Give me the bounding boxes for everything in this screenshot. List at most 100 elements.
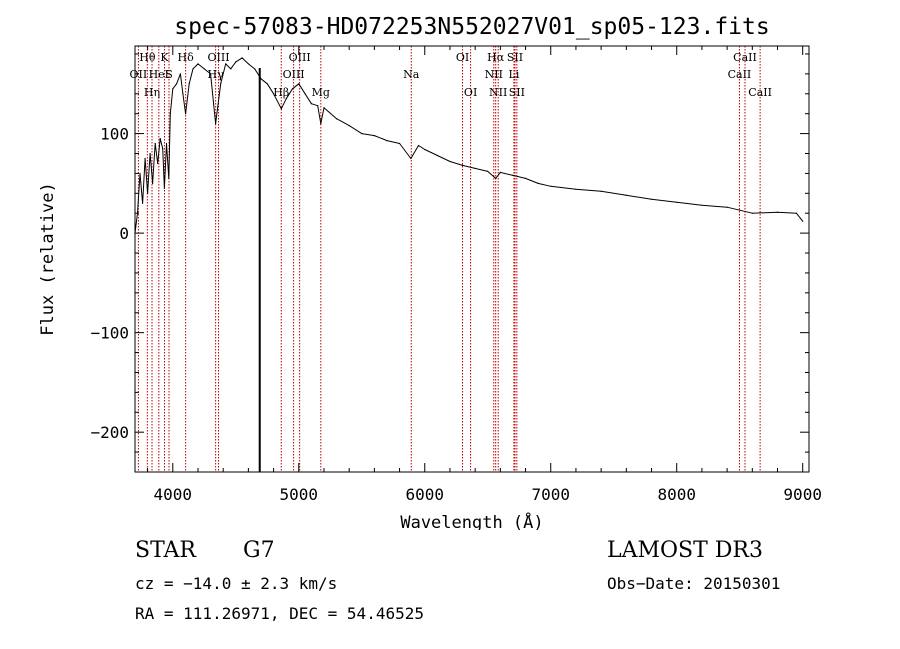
spectrum-point (247, 63, 249, 65)
y-axis: −200 −100 0 100 (90, 53, 809, 453)
emission-line-label: OI (464, 86, 477, 99)
redshift-value: cz = −14.0 ± 2.3 km/s (135, 574, 338, 593)
y-tick-label: −200 (90, 423, 129, 442)
emission-line-label: Hη (144, 86, 160, 99)
emission-line-labels: Hθ OII K HeI Hη Hδ S OIII Hγ Hβ OIII OIII Mg Na OI OI Hα… (130, 51, 772, 99)
emission-line-label: CaII (733, 51, 757, 64)
emission-lines-layer (137, 46, 761, 472)
spectrum-point (142, 202, 144, 204)
emission-line-label: Hδ (178, 51, 195, 64)
spectrum-point (386, 140, 388, 142)
spectrum-point (436, 154, 438, 157)
chart-title: spec-57083-HD072253N552027V01_sp05-123.f… (174, 14, 769, 40)
emission-line-label: CaII (748, 86, 772, 99)
spectrum-chart: spec-57083-HD072253N552027V01_sp05-123.f… (38, 14, 822, 530)
spectrum-point (373, 135, 375, 137)
spectrum-point (462, 164, 464, 166)
spectrum-point (197, 63, 199, 65)
spectrum-point (169, 113, 171, 115)
emission-line-label: Hθ (139, 51, 156, 64)
spectrum-point (280, 108, 282, 110)
spectrum-point (676, 201, 678, 203)
spectrum-point (726, 206, 728, 208)
spectrum-point (410, 157, 412, 160)
emission-line-label: CaII (728, 68, 752, 81)
spectrum-point (550, 185, 552, 187)
spectrum-point (147, 192, 149, 194)
series-layer (134, 57, 804, 234)
spectrum-point (487, 170, 489, 172)
spectrum-point (215, 123, 217, 125)
spectrum-point (336, 118, 338, 120)
spectrum-point (149, 152, 151, 155)
spectrum-point (163, 187, 165, 189)
emission-line-label: HeI (149, 68, 169, 81)
spectrum-point (323, 107, 325, 109)
emission-line-label: K (160, 51, 169, 64)
object-class: STAR (135, 538, 196, 563)
coordinates: RA = 111.26971, DEC = 54.46525 (135, 604, 424, 623)
emission-line-label: Hβ (273, 86, 289, 99)
emission-line-label: NII (485, 68, 503, 81)
spectrum-point (179, 73, 181, 75)
x-tick-label: 5000 (280, 485, 319, 504)
spectrum-point (701, 204, 703, 206)
x-tick-label: 9000 (783, 485, 822, 504)
emission-line-label: OIII (289, 51, 311, 64)
spectrum-point (776, 211, 779, 213)
spectrum-point (795, 212, 798, 214)
spectrum-point (650, 198, 653, 200)
spectrum-point (210, 73, 212, 75)
spectrum-point (220, 83, 222, 85)
spectrum-point (235, 61, 237, 63)
spectrum-point (537, 182, 539, 184)
spectrum-point (159, 138, 161, 140)
spectrum-point (512, 174, 514, 176)
emission-line-label: OIII (207, 51, 229, 64)
emission-line-label: Mg (312, 86, 330, 99)
emission-line-label: OII (130, 68, 148, 81)
plot-frame (134, 45, 810, 473)
x-tick-label: 6000 (405, 485, 444, 504)
spectrum-point (802, 220, 804, 222)
emission-line-label: OIII (283, 68, 305, 81)
spectrum-point (172, 88, 174, 90)
object-subclass: G7 (243, 538, 275, 563)
spectrum-point (575, 188, 577, 190)
spectrum-point (165, 142, 168, 145)
spectrum-point (192, 68, 194, 70)
spectrum-point (273, 93, 275, 95)
x-tick-label: 8000 (657, 485, 696, 504)
spectrum-point (182, 93, 184, 95)
spectrum-point (254, 68, 256, 70)
spectrum-point (417, 144, 420, 147)
spectrum-point (524, 177, 527, 179)
y-tick-label: 0 (119, 224, 129, 243)
spectrum-point (157, 162, 159, 164)
survey-name: LAMOST DR3 (607, 538, 763, 563)
x-tick-label: 7000 (531, 485, 570, 504)
spectrum-point (361, 133, 363, 135)
emission-line-label: Li (509, 68, 520, 81)
spectrum-point (310, 103, 312, 105)
y-axis-label: Flux (relative) (38, 182, 58, 336)
emission-line-label: SII (507, 51, 523, 64)
spectrum-point (449, 160, 451, 163)
spectrum-point (203, 68, 205, 70)
spectrum-point (291, 88, 294, 90)
spectrum-point (152, 182, 154, 184)
spectrum-point (348, 125, 350, 127)
spectrum-point (144, 157, 146, 160)
spectrum-point (495, 177, 497, 179)
emission-line-label: Na (403, 68, 420, 81)
spectrum-point (266, 83, 268, 85)
spectrum-point (162, 147, 164, 150)
emission-line-label: SII (509, 86, 525, 99)
obs-date: Obs−Date: 20150301 (607, 574, 781, 593)
spectrum-point (424, 148, 426, 151)
spectrum-point (185, 113, 187, 115)
x-tick-label: 4000 (154, 485, 193, 504)
spectrum-point (176, 83, 178, 85)
spectrum-point (188, 83, 190, 85)
spectrum-point (320, 123, 322, 125)
